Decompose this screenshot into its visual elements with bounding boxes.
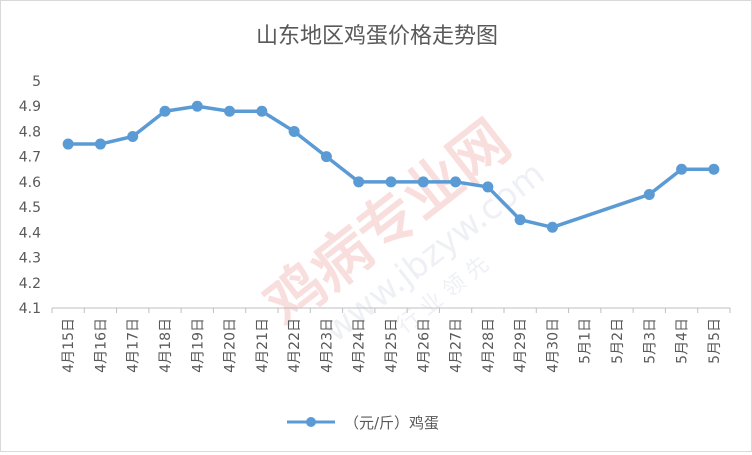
data-point[interactable] [353,176,365,188]
data-point[interactable] [514,214,526,226]
data-point[interactable] [288,125,300,137]
data-point[interactable] [320,151,332,163]
x-tick-label: 4月23日 [319,318,335,373]
x-tick-label: 4月16日 [93,318,109,373]
y-tick-label: 4.9 [19,99,41,115]
data-point[interactable] [256,105,268,117]
legend-marker-swatch [306,417,316,427]
data-point[interactable] [482,181,494,193]
x-tick-label: 4月26日 [416,318,432,373]
chart-title: 山东地区鸡蛋价格走势图 [256,24,498,49]
x-tick-label: 4月22日 [287,318,303,373]
x-tick-label: 4月19日 [190,318,206,373]
data-point[interactable] [385,176,397,188]
x-tick-label: 4月24日 [352,318,368,373]
x-tick-label: 5月4日 [675,318,691,364]
y-tick-label: 5 [32,74,41,90]
legend[interactable]: （元/斤）鸡蛋 [287,414,439,432]
data-point[interactable] [417,176,429,188]
x-tick-label: 4月21日 [255,318,271,373]
y-tick-label: 4.8 [19,124,41,140]
series-layer [62,100,720,233]
x-tick-label: 4月15日 [61,318,77,373]
data-point[interactable] [450,176,462,188]
data-point[interactable] [127,130,139,142]
data-point[interactable] [546,221,558,233]
data-point[interactable] [191,100,203,112]
x-tick-label: 4月20日 [223,318,239,373]
x-axis: 4月15日 4月16日 4月17日 4月18日 4月19日 4月20日 4月21日 4月22日… [51,307,731,373]
x-tick-label: 4月18日 [158,318,174,373]
y-tick-label: 4.1 [19,301,41,317]
x-tick-label: 5月5日 [707,318,723,364]
data-point[interactable] [159,105,171,117]
x-tick-label: 4月28日 [481,318,497,373]
y-tick-label: 4.3 [19,251,41,267]
x-tick-label: 4月27日 [449,318,465,373]
y-axis: 4.1 4.2 4.3 4.4 4.5 4.6 4.7 4.8 4.9 5 [19,74,41,317]
x-tick-label: 4月25日 [384,318,400,373]
data-point[interactable] [643,189,655,200]
legend-series-label: （元/斤）鸡蛋 [344,414,439,432]
x-tick-label: 4月30日 [545,318,561,373]
data-point[interactable] [224,105,236,117]
x-tick-label: 5月3日 [642,318,658,364]
x-tick-label: 5月2日 [610,318,626,364]
x-tick-label: 5月1日 [578,318,594,364]
y-tick-label: 4.7 [19,150,41,166]
data-point[interactable] [708,163,720,175]
y-tick-label: 4.2 [19,276,41,292]
y-tick-label: 4.6 [19,175,41,191]
y-tick-label: 4.5 [19,200,41,216]
x-tick-label: 4月17日 [126,318,142,373]
y-tick-label: 4.4 [19,225,41,241]
x-tick-label: 4月29日 [513,318,529,373]
data-point[interactable] [62,138,74,150]
data-point[interactable] [94,138,106,150]
data-point[interactable] [676,163,688,175]
